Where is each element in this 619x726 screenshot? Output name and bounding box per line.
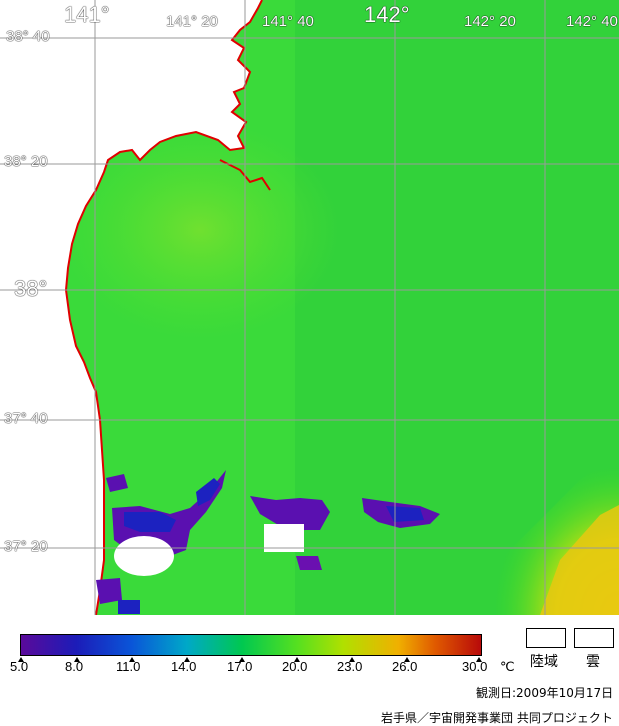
lat-label-38-40: 38° 40 [6,28,50,45]
scale-tick [404,657,410,662]
land-area [0,0,262,615]
warm-water-core [540,505,619,615]
cold-patch-south [96,578,122,604]
cold-patch-north [106,474,128,492]
scale-label-8: 8.0 [65,659,84,674]
cold-patch-west [112,470,226,556]
cold-patch-west-core2 [196,478,220,506]
sea-surface-temperature-map: 141° 141° 20 141° 40 142° 142° 20 142° 4… [0,0,619,615]
scale-tick [294,657,300,662]
scale-tick [129,657,135,662]
scale-label-11: 11.0 [116,659,141,674]
scale-label-17: 17.0 [227,659,253,674]
observation-date: 観測日:2009年10月17日 [476,686,614,700]
scale-tick [239,657,245,662]
scale-label-14: 14.0 [171,659,197,674]
lon-label-141-40: 141° 40 [262,13,314,30]
scale-label-26: 26.0 [392,659,418,674]
legend-cloud-swatch [574,628,614,648]
lon-label-142-40: 142° 40 [566,13,618,30]
temperature-color-scale [20,634,482,656]
bay-coast [219,159,271,191]
grid-lines [0,0,619,615]
lon-label-141: 141° [64,2,110,27]
scale-tick [476,657,482,662]
scale-label-30: 30.0 [462,659,488,674]
scale-tick [18,657,24,662]
legend-cloud-label: 雲 [586,654,600,670]
lat-label-38: 38° [14,276,48,301]
cloud-center [264,524,304,552]
scale-tick [184,657,190,662]
lat-label-38-20: 38° 20 [4,153,48,170]
scale-tick [74,657,80,662]
map-image [0,0,619,615]
warm-light-patch [60,120,340,340]
lon-label-142: 142° [364,2,410,27]
scale-unit: ℃ [500,659,515,674]
credit-text: 岩手県／宇宙開発事業団 共同プロジェクト [381,711,613,725]
scale-label-5: 5.0 [10,659,29,674]
lon-label-141-20: 141° 20 [166,13,218,30]
lat-label-37-20: 37° 20 [4,538,48,555]
scale-tick [349,657,355,662]
cold-patch-south2 [118,600,140,614]
lat-label-37-40: 37° 40 [4,410,48,427]
legend-land-swatch [526,628,566,648]
scale-label-23: 23.0 [337,659,363,674]
cold-patch-center-low [296,556,322,570]
lon-label-142-20: 142° 20 [464,13,516,30]
legend-land-label: 陸域 [530,654,558,670]
cold-patch-west-core [124,512,176,532]
cold-patch-center [250,496,330,530]
cloud-west [114,536,174,576]
scale-label-20: 20.0 [282,659,308,674]
